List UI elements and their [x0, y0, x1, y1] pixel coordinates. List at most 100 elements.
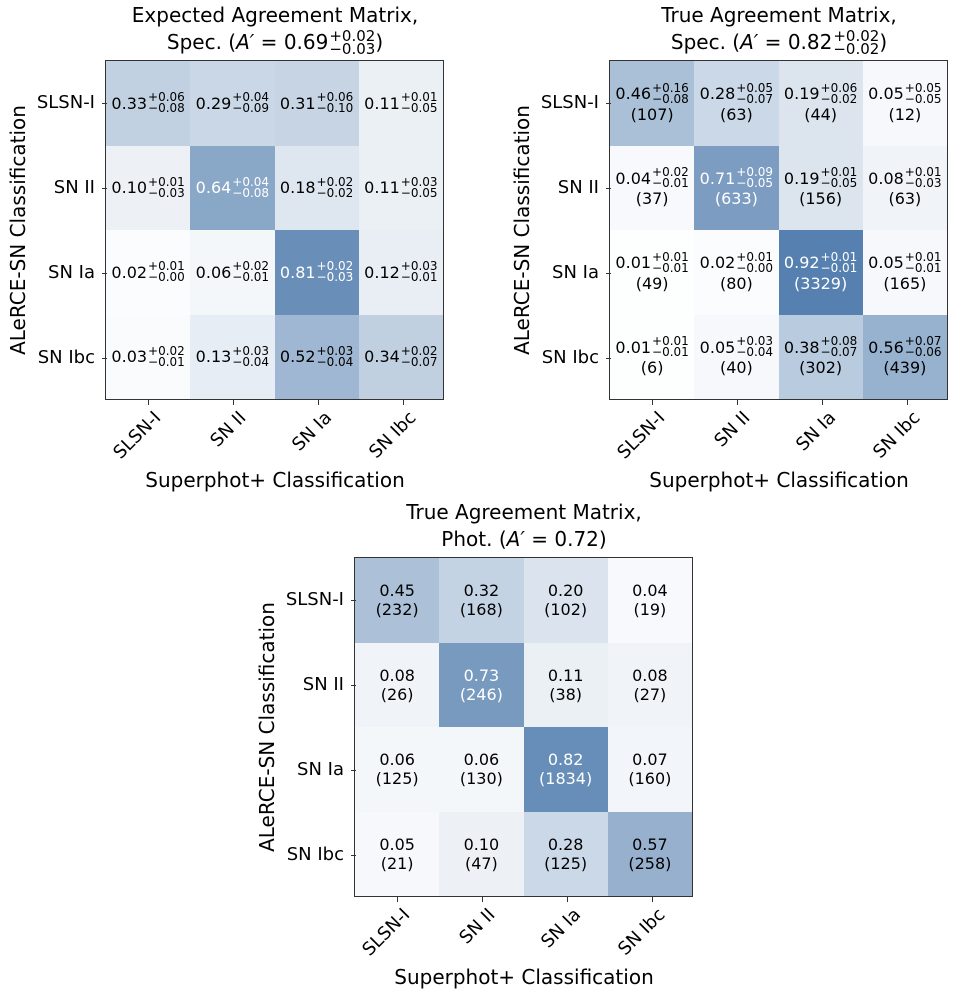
- cell-value: 0.71 +0.09 −0.05: [700, 166, 774, 191]
- cell-err-plus: +0.01: [820, 249, 858, 264]
- heatmap-cell: 0.11 +0.03 −0.05: [358, 145, 443, 230]
- agreement-errors: +0.02 −0.02: [833, 28, 879, 56]
- cell-err-minus: −0.07: [400, 354, 438, 369]
- x-tick-mark: [402, 400, 404, 405]
- cell-errors: +0.01 −0.01: [904, 251, 942, 275]
- cell-fraction: 0.10: [463, 834, 500, 854]
- cell-count: (47): [464, 853, 498, 873]
- agreement-minus: −0.03: [329, 39, 376, 58]
- cell-err-plus: +0.06: [316, 90, 354, 105]
- cell-errors: +0.08 −0.07: [821, 335, 858, 358]
- cell-count: (258): [628, 853, 672, 873]
- x-tick-mark: [736, 400, 738, 405]
- x-tick-label: SN II: [710, 407, 755, 452]
- cell-value: 0.02 +0.01 −0.00: [699, 251, 774, 275]
- y-tick-label: SN Ia: [509, 262, 611, 283]
- cell-count: (165): [883, 273, 927, 293]
- cell-err-plus: +0.01: [148, 174, 185, 189]
- y-tick-label: SN Ibc: [254, 844, 356, 865]
- cell-errors: +0.02 −0.07: [400, 345, 438, 369]
- heatmap-cell: 0.11 +0.01 −0.05: [358, 61, 443, 146]
- cell-count: (27): [633, 684, 667, 704]
- agreement-symbol: A′: [506, 527, 525, 551]
- cell-err-plus: +0.03: [316, 343, 354, 358]
- cell-err-minus: −0.00: [148, 270, 185, 285]
- cell-errors: +0.03 −0.04: [736, 335, 773, 358]
- x-tick-mark: [566, 897, 568, 902]
- cell-value: 0.46 +0.16 −0.08: [615, 82, 688, 105]
- cell-err-minus: −0.03: [148, 185, 185, 200]
- cell-value: 0.03 +0.02 −0.01: [111, 343, 185, 369]
- cell-errors: +0.04 −0.09: [232, 91, 269, 114]
- cell-err-minus: −0.01: [904, 260, 942, 275]
- cell-err-minus: −0.05: [736, 176, 774, 191]
- y-tick-label: SLSN-I: [254, 589, 356, 610]
- cell-fraction: 0.13: [195, 347, 232, 367]
- cell-err-plus: +0.02: [232, 259, 270, 274]
- x-axis-label: Superphot+ Classification: [649, 468, 909, 492]
- cell-err-plus: +0.02: [652, 165, 689, 180]
- cell-count: (37): [635, 189, 669, 209]
- cell-fraction: 0.31: [279, 93, 316, 113]
- cell-err-minus: −0.06: [904, 345, 942, 360]
- x-tick-label: SN Ibc: [614, 904, 670, 960]
- x-tick-label: SN Ibc: [365, 407, 421, 463]
- cell-count: (125): [375, 769, 419, 789]
- cell-err-minus: −0.01: [232, 270, 270, 285]
- heatmap-cell: 0.05 +0.03 −0.04 (40): [694, 314, 779, 399]
- heatmap-cell: 0.06 +0.02 −0.01: [190, 230, 275, 315]
- cell-value: 0.28 +0.05 −0.07: [700, 82, 773, 105]
- heatmap-cell: 0.05 (21): [355, 811, 440, 896]
- cell-err-minus: −0.01: [400, 270, 438, 285]
- heatmap-cell: 0.06 (125): [355, 727, 440, 812]
- cell-errors: +0.01 −0.03: [148, 174, 185, 200]
- x-tick-label: SLSN-I: [613, 407, 670, 464]
- cell-count: (633): [714, 189, 758, 209]
- cell-errors: +0.01 −0.00: [148, 260, 185, 285]
- cell-value: 0.73: [464, 666, 500, 685]
- cell-fraction: 0.56: [868, 337, 904, 357]
- cell-value: 0.06 +0.02 −0.01: [196, 259, 270, 285]
- cell-err-minus: −0.00: [736, 260, 774, 275]
- cell-fraction: 0.01: [615, 337, 652, 357]
- cell-count: (38): [549, 684, 583, 704]
- heatmap-axes: 0.46 +0.16 −0.08 (107) 0.28 +0.05 −0.07 (63) 0.1…: [609, 60, 948, 400]
- title-suffix: ): [879, 30, 888, 54]
- y-axis-label: ALeRCE-SN Classification: [510, 105, 534, 355]
- cell-value: 0.04 +0.02 −0.01: [615, 165, 689, 191]
- cell-fraction: 0.34: [364, 347, 400, 367]
- cell-fraction: 0.10: [111, 178, 148, 198]
- cell-value: 0.38 +0.08 −0.07: [783, 335, 858, 358]
- agreement-value: 0.72: [554, 526, 599, 553]
- cell-value: 0.11 +0.01 −0.05: [364, 91, 437, 114]
- cell-errors: +0.03 −0.01: [400, 260, 438, 285]
- cell-err-minus: −0.05: [820, 176, 858, 191]
- cell-value: 0.92 +0.01 −0.01: [784, 249, 858, 274]
- cell-err-plus: +0.02: [148, 343, 185, 358]
- cell-fraction: 0.11: [547, 665, 584, 685]
- cell-errors: +0.02 −0.02: [317, 176, 354, 199]
- agreement-value: 0.69 +0.02 −0.03: [284, 28, 376, 58]
- cell-value: 0.07: [632, 750, 668, 769]
- heatmap-cell: 0.11 (38): [523, 642, 608, 727]
- heatmap-cell: 0.05 +0.05 −0.05 (12): [862, 61, 947, 146]
- y-tick-label: SN Ia: [5, 262, 107, 283]
- cell-errors: +0.02 −0.01: [232, 259, 270, 285]
- y-axis-label: ALeRCE-SN Classification: [6, 105, 30, 355]
- agreement-errors: +0.02 −0.03: [329, 28, 376, 58]
- heatmap-cell: 0.34 +0.02 −0.07: [358, 314, 443, 399]
- title-line-2: Spec. (A′ = 0.69 +0.02 −0.03): [105, 28, 445, 58]
- cell-err-minus: −0.01: [652, 176, 689, 191]
- cell-err-minus: −0.01: [652, 260, 689, 275]
- cell-count: (168): [459, 600, 503, 620]
- heatmap-cell: 0.31 +0.06 −0.10: [274, 61, 359, 146]
- cell-errors: +0.02 −0.03: [317, 260, 354, 283]
- heatmap-axes: 0.33 +0.06 −0.08 0.29 +0.04 −0.09 0.31 +0.06 −0.…: [105, 60, 444, 400]
- cell-fraction: 0.02: [111, 262, 148, 282]
- cell-fraction: 0.02: [699, 253, 736, 273]
- cell-fraction: 0.04: [632, 581, 668, 601]
- cell-fraction: 0.38: [783, 337, 820, 357]
- cell-err-minus: −0.01: [148, 354, 185, 369]
- heatmap-cell: 0.08 +0.01 −0.03 (63): [862, 145, 947, 230]
- heatmap-cell: 0.13 +0.03 −0.04: [190, 314, 275, 399]
